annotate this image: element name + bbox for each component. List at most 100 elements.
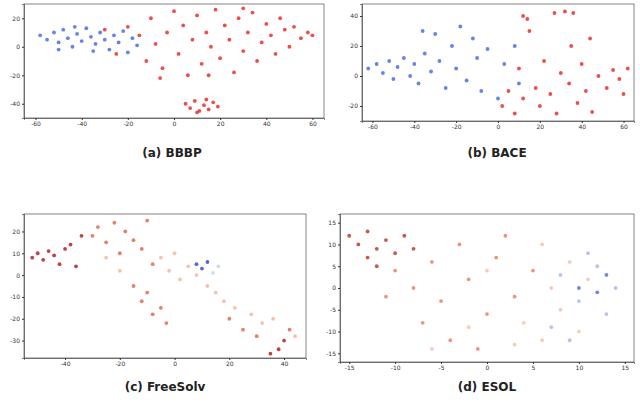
- point: [475, 56, 479, 60]
- point: [384, 238, 388, 242]
- tick: -20: [452, 121, 462, 130]
- points: [30, 219, 297, 356]
- point: [126, 51, 130, 55]
- tick-label: -5: [330, 306, 336, 313]
- point: [444, 86, 448, 90]
- figure: -60-40-200204060-40-20020(a) BBBP-60-40-…: [0, 0, 640, 403]
- point: [249, 312, 253, 316]
- tick-label: 0: [173, 360, 177, 367]
- tick: 40: [578, 121, 586, 130]
- point: [222, 299, 226, 303]
- axis-line: [360, 5, 363, 122]
- tick-label: -10: [391, 364, 401, 371]
- point: [131, 36, 135, 40]
- point: [191, 38, 195, 42]
- point: [597, 74, 601, 78]
- tick-mark: [338, 310, 340, 311]
- tick: 15: [621, 362, 629, 371]
- tick: 40: [263, 118, 271, 127]
- point: [553, 11, 557, 15]
- axis-line: [338, 215, 341, 363]
- point: [241, 328, 245, 332]
- point: [172, 9, 176, 13]
- point: [178, 278, 182, 282]
- tick: 10: [12, 250, 24, 257]
- point: [513, 44, 517, 48]
- point: [104, 256, 108, 260]
- tick-mark: [338, 332, 340, 333]
- caption: (d) ESOL: [458, 380, 517, 394]
- point: [184, 102, 188, 106]
- tick: 0: [16, 43, 24, 50]
- tick: -20: [10, 315, 24, 322]
- point: [366, 256, 370, 260]
- point: [165, 31, 169, 35]
- point: [421, 321, 425, 325]
- point: [200, 62, 204, 66]
- point: [151, 262, 155, 266]
- point: [605, 273, 609, 277]
- tick-label: -20: [10, 72, 20, 79]
- point: [611, 68, 615, 72]
- series: [91, 219, 292, 338]
- series: [347, 230, 415, 269]
- point: [207, 73, 211, 77]
- tick: -15: [326, 350, 340, 357]
- tick-mark: [22, 104, 24, 105]
- tick-mark: [22, 231, 24, 232]
- panel: -60-40-200204060-2002040: [348, 4, 634, 130]
- point: [617, 77, 621, 81]
- point: [132, 238, 136, 242]
- tick: -10: [326, 328, 340, 335]
- plot-frame: [340, 214, 634, 362]
- point: [151, 312, 155, 316]
- panel: -60-40-200204060-40-20020: [10, 4, 324, 127]
- point: [549, 286, 553, 290]
- point: [140, 299, 144, 303]
- point: [36, 251, 40, 255]
- point: [103, 38, 107, 42]
- tick: 60: [620, 121, 628, 130]
- point: [299, 36, 303, 40]
- point: [118, 269, 122, 273]
- point: [538, 104, 542, 108]
- axis-line: [22, 215, 25, 359]
- point: [494, 256, 498, 260]
- series: [430, 243, 590, 351]
- point: [278, 16, 282, 20]
- y-axis: -15-10-5051015: [326, 215, 340, 363]
- tick-label: -40: [61, 360, 71, 367]
- series: [30, 234, 286, 356]
- point: [531, 269, 535, 273]
- point: [63, 247, 67, 251]
- tick-label: 5: [332, 263, 336, 270]
- tick: -20: [115, 358, 125, 367]
- point: [366, 67, 370, 71]
- point: [66, 36, 70, 40]
- tick-label: -40: [410, 123, 420, 130]
- tick-mark: [22, 341, 24, 342]
- point: [69, 243, 73, 247]
- tick: 20: [537, 121, 545, 130]
- tick: 0: [497, 121, 501, 130]
- point: [513, 112, 517, 116]
- point: [135, 43, 139, 47]
- point: [542, 59, 546, 63]
- tick-label: 20: [217, 120, 225, 127]
- point: [540, 243, 544, 247]
- tick-mark: [22, 18, 24, 19]
- tick: -20: [348, 102, 362, 109]
- point: [159, 256, 163, 260]
- point: [214, 291, 218, 295]
- point: [132, 284, 136, 288]
- plot-frame: [24, 4, 324, 118]
- point: [126, 25, 130, 29]
- point: [98, 31, 102, 35]
- tick: 0: [354, 72, 362, 79]
- point: [467, 325, 471, 329]
- caption: (c) FreeSolv: [125, 380, 206, 394]
- x-axis: -60-40-200204060: [25, 118, 325, 127]
- point: [216, 105, 220, 109]
- point: [140, 247, 144, 251]
- tick: 0: [173, 118, 177, 127]
